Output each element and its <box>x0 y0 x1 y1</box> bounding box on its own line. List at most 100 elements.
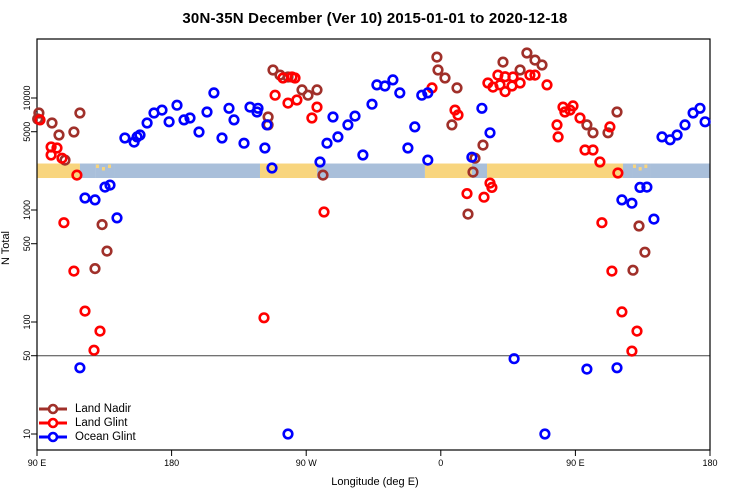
data-point-land-glint <box>56 152 68 164</box>
data-point-land-glint <box>88 344 100 356</box>
data-point-ocean-glint <box>111 212 123 224</box>
data-point-ocean-glint <box>201 106 213 118</box>
data-point-land-nadir <box>477 139 489 151</box>
data-point-ocean-glint <box>416 89 428 101</box>
data-point-land-glint <box>499 85 511 98</box>
data-point-land-glint <box>631 325 643 337</box>
data-point-land-nadir <box>282 71 294 83</box>
map-strip-ocean-segment <box>650 163 710 179</box>
y-tick-label: 1000 <box>22 200 32 220</box>
data-point-land-nadir <box>311 84 323 96</box>
data-point-land-glint <box>68 265 80 277</box>
data-point-land-nadir <box>317 169 329 181</box>
data-point-ocean-glint <box>634 181 646 193</box>
data-point-ocean-glint <box>332 131 344 143</box>
y-tick-label: 5000 <box>22 122 32 142</box>
map-strip-land-segment <box>37 163 80 179</box>
data-point-land-nadir <box>68 126 80 138</box>
data-point-ocean-glint <box>163 116 175 128</box>
data-point-ocean-glint <box>342 119 354 131</box>
data-point-ocean-glint <box>394 87 406 99</box>
data-point-land-glint <box>269 89 281 101</box>
data-point-land-nadir <box>446 119 458 131</box>
data-point-ocean-glint <box>476 102 488 114</box>
data-point-land-glint <box>79 305 91 317</box>
data-point-land-glint <box>596 217 608 229</box>
data-point-land-glint <box>282 97 294 109</box>
chart-title: 30N-35N December (Ver 10) 2015-01-01 to … <box>182 10 568 27</box>
data-point-land-glint <box>524 69 536 81</box>
data-point-ocean-glint <box>193 126 205 138</box>
data-point-ocean-glint <box>266 162 278 174</box>
data-point-land-nadir <box>514 64 526 76</box>
data-point-land-nadir <box>581 119 593 131</box>
data-point-ocean-glint <box>409 121 421 133</box>
data-point-land-glint <box>318 206 330 218</box>
data-point-land-glint <box>514 77 526 89</box>
legend-label: Land Nadir <box>75 403 132 415</box>
data-point-land-nadir <box>267 64 279 76</box>
map-strip-island-dot <box>101 167 105 171</box>
x-tick-label: 180 <box>702 458 717 468</box>
data-point-land-glint <box>311 101 323 113</box>
x-axis-title: Longitude (deg E) <box>331 476 419 488</box>
map-strip-island-dot <box>632 164 636 169</box>
data-point-ocean-glint <box>79 192 91 204</box>
data-point-ocean-glint <box>581 363 593 375</box>
legend: Land Nadir Land Glint Ocean Glint <box>38 402 136 444</box>
data-point-ocean-glint <box>228 114 240 126</box>
data-point-land-glint <box>461 188 473 200</box>
data-point-land-glint <box>71 169 83 181</box>
data-point-ocean-glint <box>694 102 706 114</box>
x-tick-label: 90 W <box>296 458 318 468</box>
data-point-land-nadir <box>521 47 533 59</box>
data-point-land-glint <box>529 69 541 81</box>
x-tick-label: 0 <box>438 458 443 468</box>
map-strip-land-segment <box>259 163 317 179</box>
data-point-ocean-glint <box>282 428 294 440</box>
data-point-ocean-glint <box>611 362 623 374</box>
map-strip-island-dot <box>95 164 99 169</box>
data-point-ocean-glint <box>74 362 86 374</box>
data-point-land-nadir <box>462 208 474 220</box>
data-point-ocean-glint <box>134 129 146 141</box>
data-point-land-glint <box>258 312 270 324</box>
data-point-land-glint <box>306 112 318 124</box>
legend-marker <box>47 417 59 429</box>
data-point-land-nadir <box>633 220 645 232</box>
y-axis-title: N Total <box>0 230 12 266</box>
data-point-land-nadir <box>74 107 86 119</box>
data-point-land-nadir <box>467 166 479 178</box>
data-point-land-glint <box>551 119 563 131</box>
data-point-ocean-glint <box>648 213 660 225</box>
data-point-ocean-glint <box>104 179 116 191</box>
data-point-land-nadir <box>302 89 314 101</box>
data-point-ocean-glint <box>422 154 434 166</box>
data-point-ocean-glint <box>626 197 638 209</box>
y-tick-label: 500 <box>22 236 32 251</box>
plot-border <box>36 38 711 451</box>
data-point-ocean-glint <box>671 129 683 141</box>
data-point-land-nadir <box>33 107 45 119</box>
data-point-land-nadir <box>497 56 509 68</box>
data-point-ocean-glint <box>261 119 273 131</box>
data-point-land-nadir <box>639 246 651 258</box>
data-point-land-glint <box>494 79 506 91</box>
legend-marker <box>47 431 59 443</box>
data-point-ocean-glint <box>641 181 653 193</box>
data-point-land-glint <box>574 112 586 124</box>
data-point-ocean-glint <box>327 111 339 123</box>
legend-label: Land Glint <box>75 417 128 429</box>
data-point-land-nadir <box>101 245 113 257</box>
map-strip-island-dot <box>644 164 648 169</box>
map-strip-island-dot <box>638 167 642 171</box>
data-point-land-nadir <box>602 127 614 139</box>
data-point-ocean-glint <box>156 104 168 116</box>
data-point-ocean-glint <box>238 137 250 149</box>
data-point-ocean-glint <box>208 87 220 99</box>
map-strip-land-segment <box>487 163 623 179</box>
data-point-land-nadir <box>96 219 108 231</box>
map-strip-land-segment <box>424 163 472 179</box>
land-nadir-symbol-icon <box>39 403 67 415</box>
data-point-land-nadir <box>451 82 463 94</box>
